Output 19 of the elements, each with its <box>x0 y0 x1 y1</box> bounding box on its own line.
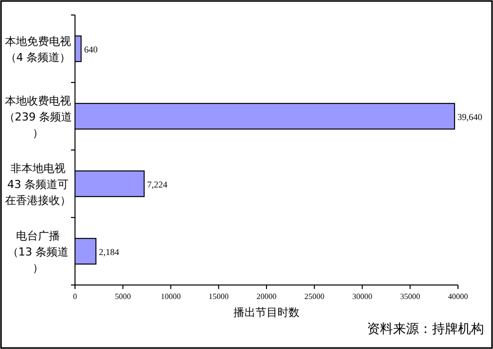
x-tick-label: 20000 <box>256 292 276 301</box>
x-tick-label: 25000 <box>304 292 324 301</box>
data-label: 2,184 <box>98 246 120 257</box>
text: 资料来源：持牌机构 <box>367 322 484 337</box>
x-tick-label: 35000 <box>400 292 420 301</box>
x-tick-label: 15000 <box>208 292 229 301</box>
data-label: 7,224 <box>147 179 168 190</box>
x-tick-label: 5000 <box>114 292 131 301</box>
y-tick-label: 非本地电视43 条频道可在香港接收） <box>5 162 71 207</box>
y-tick-label: 电台广播（13 条频道） <box>7 229 69 274</box>
data-label: 39,640 <box>458 112 483 122</box>
x-axis-title: 播出节目时数 <box>234 306 300 319</box>
x-tick-label: 10000 <box>160 292 181 301</box>
data-label: 640 <box>84 44 98 54</box>
x-tick-label: 0 <box>73 292 77 301</box>
y-tick-label: 本地收费电视（239 条频道） <box>4 94 72 140</box>
y-tick-label: 本地免费电视（4 条频道） <box>5 34 71 64</box>
x-tick-label: 30000 <box>352 292 372 301</box>
x-tick-label: 40000 <box>448 292 468 301</box>
